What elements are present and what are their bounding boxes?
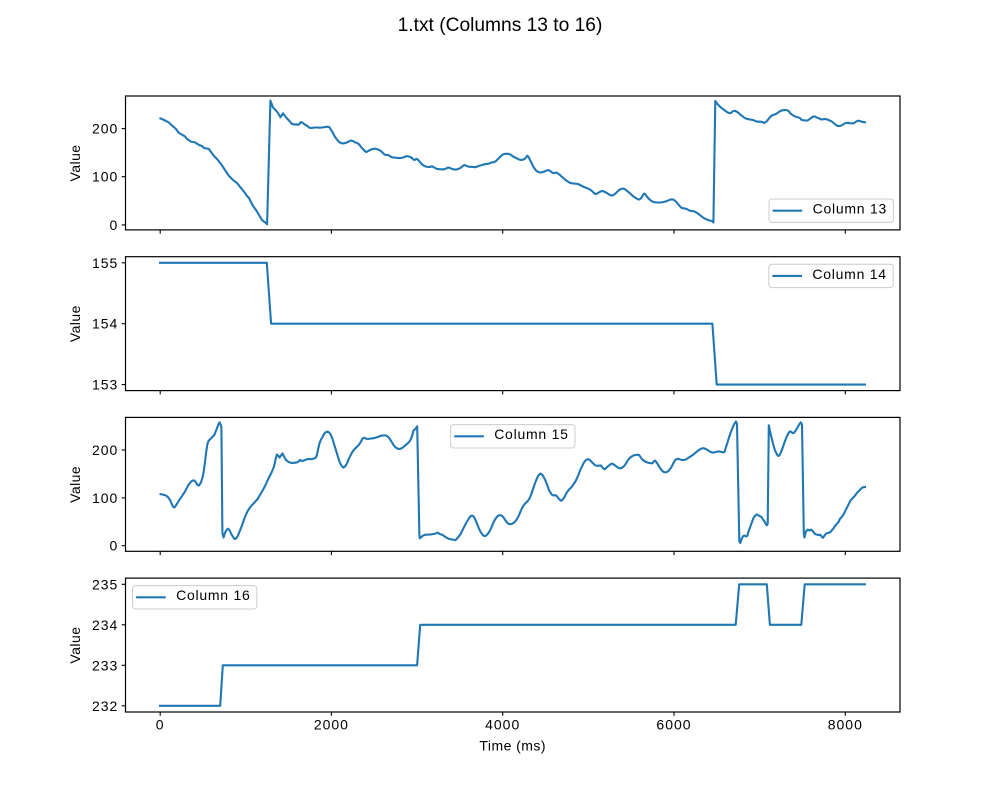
svg-text:Value: Value — [67, 144, 83, 181]
svg-text:0: 0 — [110, 217, 119, 233]
svg-text:234: 234 — [92, 617, 118, 633]
svg-text:0: 0 — [156, 716, 165, 732]
svg-text:4000: 4000 — [485, 716, 520, 732]
svg-text:6000: 6000 — [656, 716, 691, 732]
svg-text:100: 100 — [92, 169, 118, 185]
svg-text:200: 200 — [92, 121, 118, 137]
svg-text:Column 15: Column 15 — [494, 426, 568, 442]
svg-text:200: 200 — [92, 442, 118, 458]
svg-text:0: 0 — [110, 538, 119, 554]
svg-text:2000: 2000 — [314, 716, 349, 732]
svg-text:Column 13: Column 13 — [813, 201, 887, 217]
svg-text:100: 100 — [92, 490, 118, 506]
svg-text:232: 232 — [92, 698, 118, 714]
svg-text:233: 233 — [92, 657, 118, 673]
svg-text:Column 16: Column 16 — [176, 587, 250, 603]
svg-text:1.txt (Columns 13 to 16): 1.txt (Columns 13 to 16) — [398, 15, 603, 36]
svg-text:Column 14: Column 14 — [812, 266, 886, 282]
svg-text:Value: Value — [67, 305, 83, 342]
svg-text:Value: Value — [67, 466, 83, 503]
svg-text:155: 155 — [92, 255, 118, 271]
svg-text:235: 235 — [92, 576, 118, 592]
svg-text:153: 153 — [92, 377, 118, 393]
svg-text:154: 154 — [92, 316, 118, 332]
svg-text:Value: Value — [67, 627, 83, 664]
svg-text:Time (ms): Time (ms) — [479, 738, 546, 754]
svg-text:8000: 8000 — [828, 716, 863, 732]
